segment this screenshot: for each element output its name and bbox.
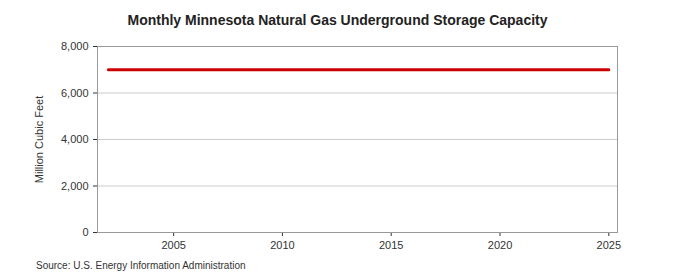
svg-text:Million Cubic Feet: Million Cubic Feet [33, 96, 45, 183]
svg-text:2015: 2015 [379, 239, 403, 251]
svg-text:0: 0 [82, 226, 88, 238]
svg-text:2010: 2010 [270, 239, 294, 251]
svg-text:2005: 2005 [161, 239, 185, 251]
svg-text:8,000: 8,000 [61, 40, 89, 52]
svg-text:2,000: 2,000 [61, 180, 89, 192]
svg-text:2025: 2025 [597, 239, 621, 251]
svg-text:4,000: 4,000 [61, 133, 89, 145]
html-text:Source: U.S. Energy Informatio: Source: U.S. Energy Information Administ… [36, 260, 246, 271]
html-text:Monthly Minnesota Natural Gas: Monthly Minnesota Natural Gas Undergroun… [127, 12, 548, 28]
svg-text:6,000: 6,000 [61, 87, 89, 99]
svg-text:2020: 2020 [488, 239, 512, 251]
